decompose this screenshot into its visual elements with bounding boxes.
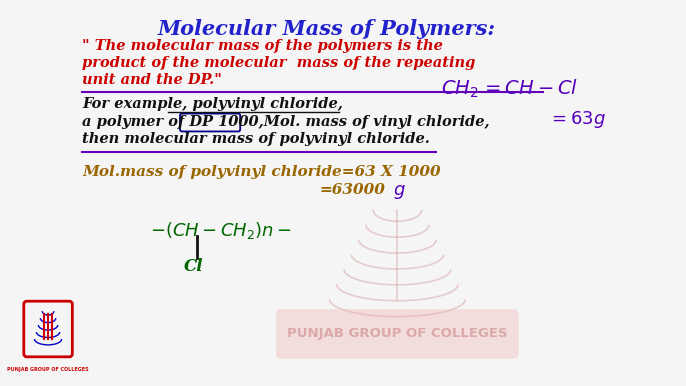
Text: $g$: $g$	[392, 183, 405, 201]
Text: unit and the DP.": unit and the DP."	[82, 73, 222, 87]
FancyBboxPatch shape	[276, 309, 519, 359]
Text: For example, polyvinyl chloride,: For example, polyvinyl chloride,	[82, 97, 343, 111]
Text: $CH_2$: $CH_2$	[441, 79, 479, 100]
Text: $=63g$: $=63g$	[548, 108, 606, 130]
Text: PUNJAB GROUP OF COLLEGES: PUNJAB GROUP OF COLLEGES	[287, 327, 508, 340]
Text: a polymer of DP 1000,Mol. mass of vinyl chloride,: a polymer of DP 1000,Mol. mass of vinyl …	[82, 115, 490, 129]
Text: Molecular Mass of Polymers:: Molecular Mass of Polymers:	[158, 19, 496, 39]
Text: product of the molecular  mass of the repeating: product of the molecular mass of the rep…	[82, 56, 475, 70]
Text: Cl: Cl	[184, 257, 204, 274]
Text: then molecular mass of polyvinyl chloride.: then molecular mass of polyvinyl chlorid…	[82, 132, 430, 146]
Text: =63000: =63000	[320, 183, 386, 197]
Text: $=CH-Cl$: $=CH-Cl$	[481, 79, 578, 98]
Text: " The molecular mass of the polymers is the: " The molecular mass of the polymers is …	[82, 39, 443, 53]
Text: PUNJAB GROUP OF COLLEGES: PUNJAB GROUP OF COLLEGES	[8, 367, 89, 372]
Text: $-(CH-CH_2)n-$: $-(CH-CH_2)n-$	[150, 220, 292, 241]
Text: Mol.mass of polyvinyl chloride=63 X 1000: Mol.mass of polyvinyl chloride=63 X 1000	[82, 165, 440, 179]
